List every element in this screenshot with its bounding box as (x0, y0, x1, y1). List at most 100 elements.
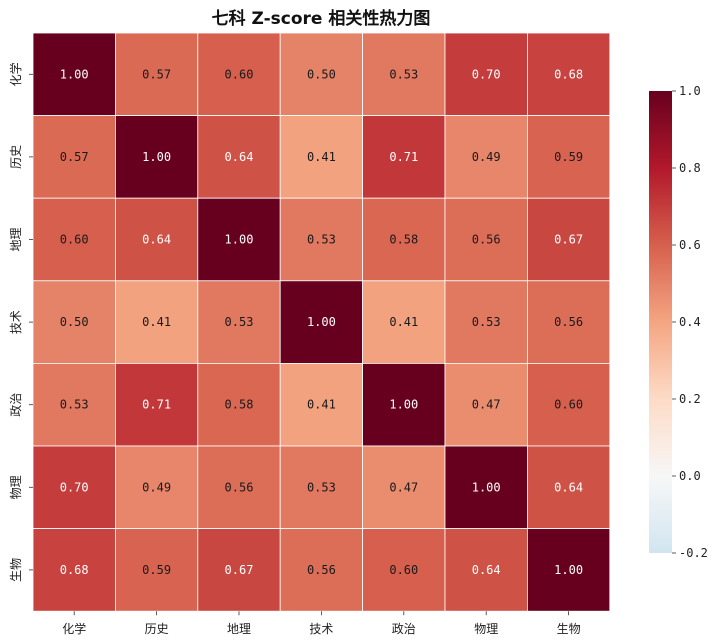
heatmap-cell (279, 32, 364, 116)
y-tick-label: 地理 (9, 227, 23, 251)
x-tick-label: 历史 (145, 622, 169, 636)
cell-value-label: 0.56 (307, 563, 336, 577)
cell-value-label: 1.00 (142, 150, 171, 164)
colorbar-tick-label: 1.0 (679, 84, 701, 98)
colorbar-tick-label: 0.4 (679, 315, 701, 329)
cell-value-label: 0.53 (60, 398, 89, 412)
cell-value-label: 1.00 (60, 67, 89, 81)
heatmap-cell (527, 280, 611, 364)
heatmap-cell (362, 197, 446, 282)
cell-value-label: 0.71 (389, 150, 418, 164)
cell-value-label: 0.60 (225, 67, 254, 81)
heatmap-cell (362, 528, 446, 612)
heatmap-cell (32, 445, 116, 529)
cell-value-label: 0.58 (225, 398, 254, 412)
heatmap-cell (32, 528, 116, 612)
heatmap-cell (32, 32, 116, 116)
cell-value-label: 0.60 (554, 398, 583, 412)
heatmap-cell (279, 197, 364, 282)
x-tick-label: 化学 (62, 621, 86, 636)
cell-value-label: 0.49 (142, 480, 171, 494)
y-tick-label: 物理 (9, 475, 23, 499)
cell-value-label: 0.71 (142, 398, 171, 412)
heatmap-cell (362, 445, 446, 529)
heatmap-cell (197, 32, 281, 116)
x-tick-label: 地理 (227, 622, 251, 636)
heatmap-cell (115, 445, 199, 529)
x-tick-label: 物理 (474, 622, 498, 636)
heatmap-cell (197, 528, 281, 612)
cell-value-label: 0.41 (389, 315, 418, 329)
cell-value-label: 0.59 (554, 150, 583, 164)
cell-value-label: 0.56 (472, 233, 501, 247)
heatmap-cell (444, 115, 528, 199)
cell-value-label: 0.56 (554, 315, 583, 329)
heatmap-cell (115, 32, 199, 116)
heatmap-cell (527, 115, 611, 199)
cell-value-label: 0.57 (60, 150, 89, 164)
y-tick-label: 政治 (9, 393, 23, 417)
heatmap-cell (527, 197, 611, 282)
cell-value-label: 0.53 (307, 233, 336, 247)
cell-value-label: 0.60 (389, 563, 418, 577)
cell-value-label: 0.47 (472, 398, 501, 412)
heatmap-cell (362, 115, 446, 199)
heatmap-cell (32, 197, 116, 282)
cell-value-label: 0.58 (389, 233, 418, 247)
colorbar-tick-label: 0.0 (679, 469, 701, 483)
cell-value-label: 0.67 (554, 233, 583, 247)
cell-value-label: 0.64 (554, 480, 583, 494)
x-tick-label: 生物 (557, 622, 581, 636)
cell-value-label: 1.00 (225, 233, 254, 247)
cell-value-label: 0.68 (554, 67, 583, 81)
heatmap-cell (527, 528, 611, 612)
cell-value-label: 0.41 (142, 315, 171, 329)
y-tick-label: 生物 (9, 558, 23, 582)
cell-value-label: 0.68 (60, 563, 89, 577)
heatmap-cell (444, 528, 528, 612)
colorbar-tick-label: 0.6 (679, 238, 701, 252)
y-tick-label: 技术 (9, 310, 23, 334)
heatmap-cell (32, 362, 116, 447)
heatmap-cell (279, 280, 364, 364)
cell-value-label: 0.53 (225, 315, 254, 329)
cell-value-label: 0.56 (225, 480, 254, 494)
cell-value-label: 0.53 (307, 480, 336, 494)
heatmap-cell (362, 32, 446, 116)
cell-value-label: 0.67 (225, 563, 254, 577)
cell-value-label: 0.47 (389, 480, 418, 494)
heatmap-cell (197, 362, 281, 447)
heatmap-cell (279, 528, 364, 612)
heatmap-cell (115, 280, 199, 364)
colorbar-tick-label: 0.2 (679, 392, 701, 406)
colorbar-tick-label: -0.2 (679, 546, 708, 560)
cell-value-label: 0.60 (60, 233, 89, 247)
y-tick-label: 化学 (8, 62, 23, 86)
cell-value-label: 0.64 (225, 150, 254, 164)
cell-value-label: 0.41 (307, 398, 336, 412)
heatmap-cell (197, 445, 281, 529)
heatmap-cell (32, 280, 116, 364)
x-tick-label: 政治 (392, 622, 416, 636)
cell-value-label: 1.00 (389, 398, 418, 412)
chart-title: 七科 Z-score 相关性热力图 (212, 8, 431, 29)
heatmap-cell (197, 197, 281, 282)
cell-value-label: 1.00 (554, 563, 583, 577)
cell-value-label: 0.57 (142, 67, 171, 81)
heatmap-cells: 1.00 0.57 0.60 0.50 0.53 0.70 0.68 0.57 1.00 0.64… (32, 32, 611, 612)
cell-value-label: 0.64 (142, 233, 171, 247)
heatmap-cell (279, 445, 364, 529)
cell-value-label: 0.53 (472, 315, 501, 329)
cell-value-label: 0.70 (60, 480, 89, 494)
cell-value-label: 0.64 (472, 563, 501, 577)
heatmap-cell (527, 362, 611, 447)
heatmap-cell (115, 197, 199, 282)
heatmap-cell (527, 445, 611, 529)
cell-value-label: 1.00 (472, 480, 501, 494)
colorbar: -0.2 0.0 0.2 0.4 0.6 0.8 1.0 (649, 84, 708, 560)
x-axis-ticks: 化学 历史 地理 技术 政治 物理 生物 (62, 611, 581, 636)
cell-value-label: 0.53 (389, 67, 418, 81)
heatmap-cell (444, 197, 528, 282)
